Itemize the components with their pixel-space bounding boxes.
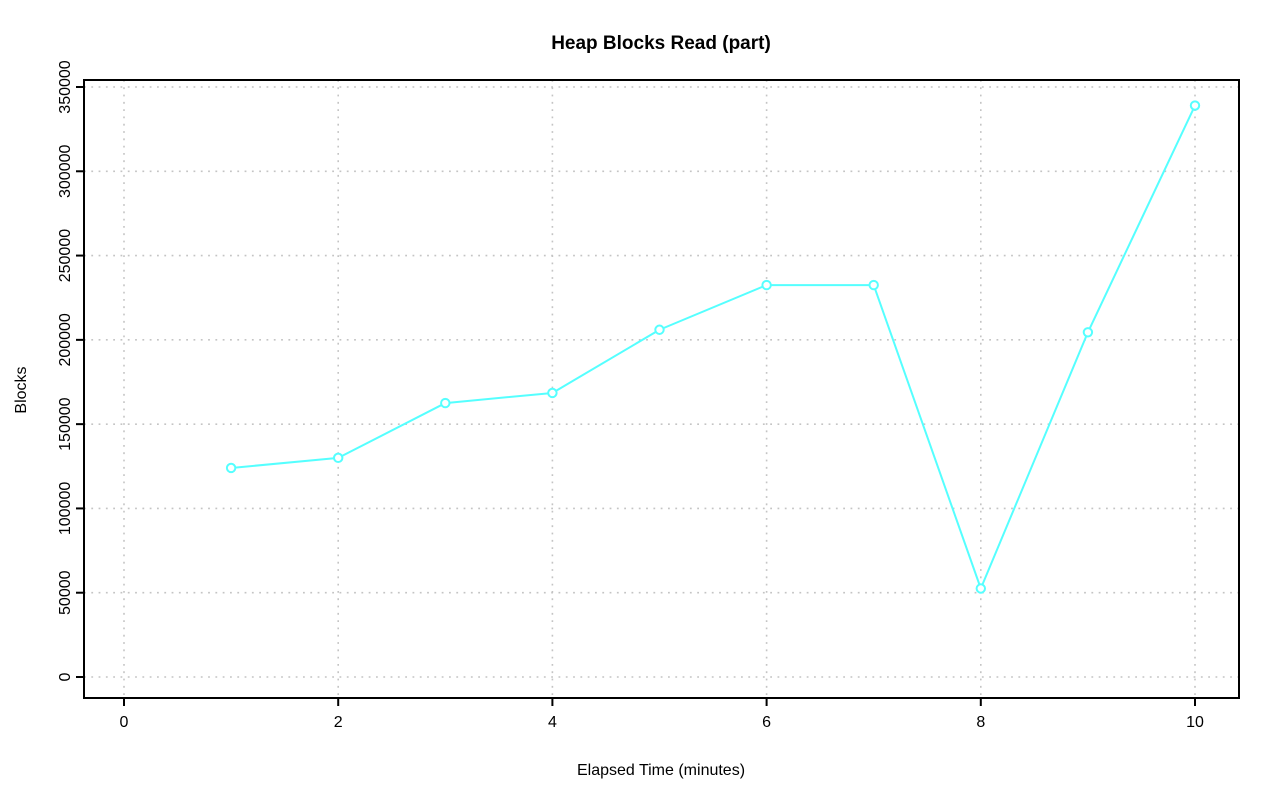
y-tick-label: 200000: [57, 313, 74, 366]
data-point-marker: [333, 452, 344, 464]
data-point-marker: [761, 279, 772, 291]
data-point-marker: [225, 462, 237, 474]
y-tick-label: 150000: [57, 397, 74, 450]
data-point-marker: [1082, 327, 1094, 338]
y-tick-label: 0: [57, 672, 74, 681]
series-line: [230, 104, 1196, 590]
plot-frame: [83, 79, 1240, 699]
data-point-marker: [975, 583, 986, 594]
x-tick-label: 10: [1186, 714, 1204, 731]
grid-layer: [84, 80, 1239, 698]
data-point-marker: [868, 279, 879, 291]
y-tick-label: 350000: [57, 60, 74, 113]
y-tick-label: 50000: [57, 570, 74, 615]
x-tick-label: 6: [762, 714, 771, 731]
x-tick-label: 0: [120, 714, 129, 731]
data-point-marker: [654, 324, 665, 335]
data-point-marker: [1189, 100, 1201, 111]
x-tick-label: 4: [548, 714, 557, 731]
data-point-marker: [440, 397, 451, 409]
y-tick-label: 100000: [57, 482, 74, 535]
x-tick-label: 2: [334, 714, 343, 731]
axis-layer: 0 2 4 6 8 10 0 50000 100000 150000 200000 250000 300…: [57, 60, 1240, 731]
data-point-marker: [547, 387, 558, 399]
y-tick-label: 300000: [57, 144, 74, 197]
x-tick-label: 8: [976, 714, 985, 731]
y-tick-label: 250000: [57, 229, 74, 282]
chart-title: Heap Blocks Read (part): [551, 33, 771, 54]
series-layer: [225, 100, 1201, 594]
x-axis-label: Elapsed Time (minutes): [577, 762, 745, 779]
y-axis-label: Blocks: [13, 366, 30, 413]
